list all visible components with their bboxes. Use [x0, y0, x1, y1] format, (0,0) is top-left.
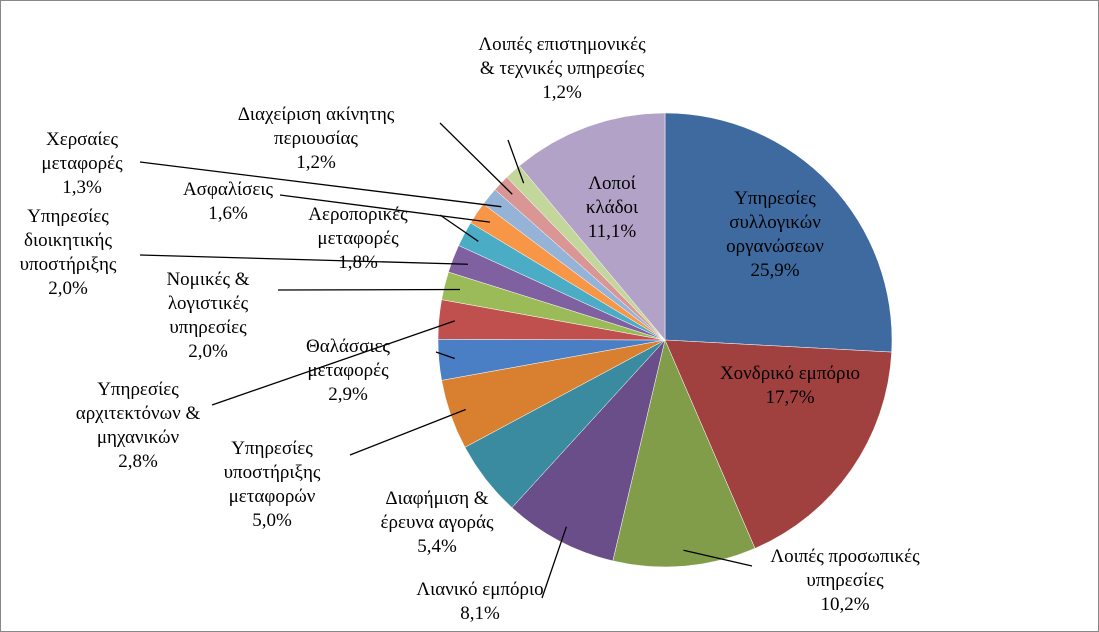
category-label: Λοποί κλάδοι	[585, 173, 639, 218]
slice-label: Νομικές & λογιστικές υπηρεσίες 2,0%	[143, 268, 273, 364]
value-label: 17,7%	[765, 387, 815, 408]
category-label: Χερσαίες μεταφορές	[41, 129, 123, 174]
leader-line	[139, 254, 468, 265]
value-label: 5,0%	[252, 510, 292, 531]
value-label: 2,0%	[188, 341, 228, 362]
slice-label: Λοποί κλάδοι 11,1%	[562, 172, 662, 244]
category-label: Νομικές & λογιστικές υπηρεσίες	[166, 269, 250, 338]
leader-line	[139, 161, 502, 208]
category-label: Αεροπορικές μεταφορές	[308, 204, 408, 249]
category-label: Λοιπές επιστημονικές & τεχνικές υπηρεσίε…	[478, 34, 646, 79]
value-label: 1,6%	[208, 203, 248, 224]
value-label: 2,0%	[48, 278, 88, 299]
leader-line	[349, 408, 466, 456]
leader-line	[541, 526, 568, 599]
leader-line	[683, 549, 753, 567]
leader-line	[211, 320, 455, 406]
value-label: 5,4%	[417, 536, 457, 557]
pie-slice	[612, 339, 756, 568]
category-label: Διαφήμιση & έρευνα αγοράς	[380, 488, 494, 533]
category-label: Λοιπές προσωπικές υπηρεσίες	[770, 546, 920, 591]
category-label: Ασφαλίσεις	[182, 179, 274, 200]
category-label: Διαχείριση ακίνητης περιουσίας	[237, 104, 395, 149]
leader-line	[279, 194, 490, 223]
value-label: 1,2%	[296, 152, 336, 173]
pie-slice	[664, 339, 892, 549]
value-label: 1,3%	[62, 177, 102, 198]
leader-line	[439, 214, 479, 242]
slice-label: Χερσαίες μεταφορές 1,3%	[32, 128, 132, 200]
value-label: 2,8%	[118, 451, 158, 472]
slice-label: Υπηρεσίες υποστήριξης μεταφορών 5,0%	[212, 437, 332, 533]
slice-label: Αεροπορικές μεταφορές 1,8%	[296, 203, 421, 275]
slice-label: Λοιπές επιστημονικές & τεχνικές υπηρεσίε…	[472, 33, 652, 105]
slice-label: Διαφήμιση & έρευνα αγοράς 5,4%	[372, 487, 502, 559]
category-label: Θαλάσσιες μεταφορές	[306, 336, 390, 381]
slice-label: Υπηρεσίες διοικητικής υποστήριξης 2,0%	[3, 205, 133, 301]
value-label: 2,9%	[328, 384, 368, 405]
slice-label: Υπηρεσίες αρχιτεκτόνων & μηχανικών 2,8%	[63, 378, 213, 474]
slice-label: Διαχείριση ακίνητης περιουσίας 1,2%	[201, 103, 431, 175]
pie-slice	[664, 112, 893, 353]
category-label: Λιανικό εμπόριο	[416, 579, 544, 600]
category-label: Υπηρεσίες συλλογικών οργανώσεων	[726, 188, 824, 257]
slice-label: Υπηρεσίες συλλογικών οργανώσεων 25,9%	[688, 187, 863, 283]
category-label: Υπηρεσίες αρχιτεκτόνων & μηχανικών	[75, 379, 201, 448]
pie-slice	[511, 339, 666, 562]
pie-slice	[519, 112, 666, 341]
category-label: Υπηρεσίες υποστήριξης μεταφορών	[223, 438, 321, 507]
leader-line	[439, 122, 513, 195]
category-label: Χονδρικό εμπόριο	[719, 363, 861, 384]
value-label: 10,2%	[820, 594, 870, 615]
slice-label: Λιανικό εμπόριο 8,1%	[395, 578, 565, 626]
value-label: 25,9%	[750, 260, 800, 281]
slice-label: Ασφαλίσεις 1,6%	[173, 178, 283, 226]
value-label: 1,8%	[338, 252, 378, 273]
value-label: 8,1%	[460, 603, 500, 624]
slice-label: Χονδρικό εμπόριο 17,7%	[680, 362, 900, 410]
leader-line	[507, 139, 525, 184]
value-label: 1,2%	[542, 82, 582, 103]
slice-label: Λοιπές προσωπικές υπηρεσίες 10,2%	[745, 545, 945, 617]
category-label: Υπηρεσίες διοικητικής υποστήριξης	[19, 206, 117, 275]
value-label: 11,1%	[587, 221, 637, 242]
leader-line	[435, 351, 455, 360]
slice-label: Θαλάσσιες μεταφορές 2,9%	[293, 335, 403, 407]
